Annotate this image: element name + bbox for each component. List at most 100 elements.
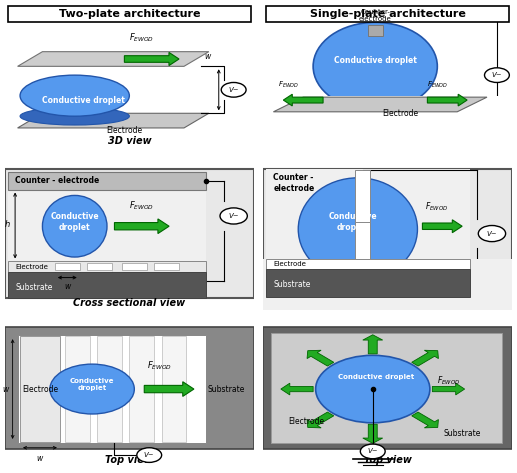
- Circle shape: [221, 82, 246, 97]
- FancyBboxPatch shape: [87, 263, 112, 270]
- Ellipse shape: [20, 75, 129, 116]
- Text: Conductive
droplet: Conductive droplet: [50, 212, 99, 231]
- Text: V~: V~: [229, 87, 239, 93]
- Polygon shape: [18, 52, 209, 66]
- Polygon shape: [18, 113, 209, 128]
- Text: Conductive droplet: Conductive droplet: [338, 374, 414, 380]
- FancyBboxPatch shape: [122, 263, 147, 270]
- FancyBboxPatch shape: [266, 6, 509, 22]
- Ellipse shape: [298, 178, 417, 280]
- Polygon shape: [412, 412, 438, 428]
- Text: Conductive droplet: Conductive droplet: [334, 56, 417, 65]
- Polygon shape: [125, 53, 179, 66]
- Circle shape: [360, 444, 385, 459]
- Circle shape: [137, 448, 162, 463]
- FancyBboxPatch shape: [266, 169, 469, 297]
- FancyBboxPatch shape: [264, 169, 512, 298]
- Ellipse shape: [20, 107, 129, 125]
- FancyBboxPatch shape: [129, 336, 154, 442]
- Text: h: h: [224, 85, 229, 94]
- Text: $F_{EWOD}$: $F_{EWOD}$: [278, 79, 300, 90]
- Polygon shape: [412, 350, 438, 366]
- Circle shape: [484, 68, 509, 82]
- Text: V~: V~: [486, 230, 497, 236]
- Text: Substrate: Substrate: [207, 385, 245, 394]
- Text: Electrode: Electrode: [15, 263, 48, 270]
- Text: $F_{EWOD}$: $F_{EWOD}$: [129, 199, 155, 211]
- Text: Conductive
droplet: Conductive droplet: [70, 378, 114, 391]
- Text: $F_{EWOD}$: $F_{EWOD}$: [425, 201, 448, 213]
- FancyBboxPatch shape: [8, 190, 206, 262]
- Circle shape: [478, 226, 506, 242]
- FancyBboxPatch shape: [264, 327, 512, 449]
- Text: Electrode: Electrode: [288, 417, 325, 426]
- Text: w: w: [2, 385, 8, 394]
- Text: Substrate: Substrate: [273, 280, 311, 289]
- Text: V~: V~: [492, 72, 502, 78]
- Text: $F_{EWOD}$: $F_{EWOD}$: [129, 32, 155, 44]
- Text: Top view: Top view: [105, 455, 153, 465]
- Text: $F_{EWOD}$: $F_{EWOD}$: [428, 79, 449, 90]
- Circle shape: [50, 364, 134, 414]
- Text: $F_{EWOD}$: $F_{EWOD}$: [437, 374, 461, 386]
- FancyBboxPatch shape: [355, 170, 370, 226]
- FancyBboxPatch shape: [55, 263, 80, 270]
- Text: Counter - electrode: Counter - electrode: [15, 176, 99, 185]
- FancyBboxPatch shape: [5, 169, 253, 298]
- Polygon shape: [114, 219, 169, 234]
- Text: Single-plate architecture: Single-plate architecture: [310, 9, 466, 19]
- Text: V~: V~: [229, 213, 239, 219]
- Text: Counter -
electrode: Counter - electrode: [273, 174, 315, 193]
- Ellipse shape: [42, 195, 107, 257]
- FancyBboxPatch shape: [20, 336, 60, 442]
- Polygon shape: [428, 94, 467, 106]
- Text: w: w: [204, 52, 210, 61]
- Text: Electrode: Electrode: [22, 385, 58, 394]
- Text: w: w: [37, 454, 43, 463]
- FancyBboxPatch shape: [162, 336, 187, 442]
- Text: h: h: [5, 220, 10, 229]
- Text: Conductive droplet: Conductive droplet: [42, 96, 125, 105]
- FancyBboxPatch shape: [8, 272, 206, 298]
- FancyBboxPatch shape: [264, 259, 512, 310]
- FancyBboxPatch shape: [18, 335, 206, 443]
- FancyBboxPatch shape: [368, 25, 383, 35]
- FancyBboxPatch shape: [5, 327, 253, 449]
- Text: Electrode: Electrode: [382, 109, 418, 118]
- Text: Two-plate architecture: Two-plate architecture: [58, 9, 200, 19]
- FancyBboxPatch shape: [97, 336, 122, 442]
- FancyBboxPatch shape: [8, 6, 251, 22]
- Text: Top view: Top view: [364, 455, 412, 465]
- FancyBboxPatch shape: [8, 172, 206, 190]
- Text: Cross sectional view: Cross sectional view: [73, 298, 186, 308]
- Polygon shape: [422, 220, 462, 233]
- FancyBboxPatch shape: [65, 336, 89, 442]
- Polygon shape: [273, 97, 487, 112]
- Text: w: w: [64, 282, 70, 291]
- Text: V~: V~: [368, 448, 378, 455]
- Text: Cross sectional view: Cross sectional view: [331, 298, 444, 308]
- Text: V~: V~: [144, 452, 155, 458]
- FancyBboxPatch shape: [266, 269, 469, 297]
- Circle shape: [220, 208, 247, 224]
- Text: Conductive
droplet: Conductive droplet: [329, 212, 377, 231]
- Polygon shape: [363, 335, 383, 354]
- Text: Substrate: Substrate: [444, 429, 481, 438]
- Polygon shape: [144, 382, 194, 396]
- Text: $F_{EWOD}$: $F_{EWOD}$: [147, 359, 172, 372]
- Polygon shape: [307, 350, 334, 366]
- Polygon shape: [307, 412, 334, 428]
- Polygon shape: [273, 97, 487, 112]
- Ellipse shape: [313, 22, 437, 110]
- FancyBboxPatch shape: [264, 96, 512, 151]
- Text: 3D view: 3D view: [366, 136, 409, 146]
- FancyBboxPatch shape: [271, 333, 502, 443]
- Text: Substrate: Substrate: [15, 283, 53, 292]
- Polygon shape: [432, 383, 465, 395]
- Polygon shape: [281, 383, 313, 395]
- Circle shape: [315, 355, 430, 423]
- Polygon shape: [283, 94, 323, 106]
- FancyBboxPatch shape: [266, 259, 469, 269]
- FancyBboxPatch shape: [154, 263, 179, 270]
- FancyBboxPatch shape: [355, 222, 370, 259]
